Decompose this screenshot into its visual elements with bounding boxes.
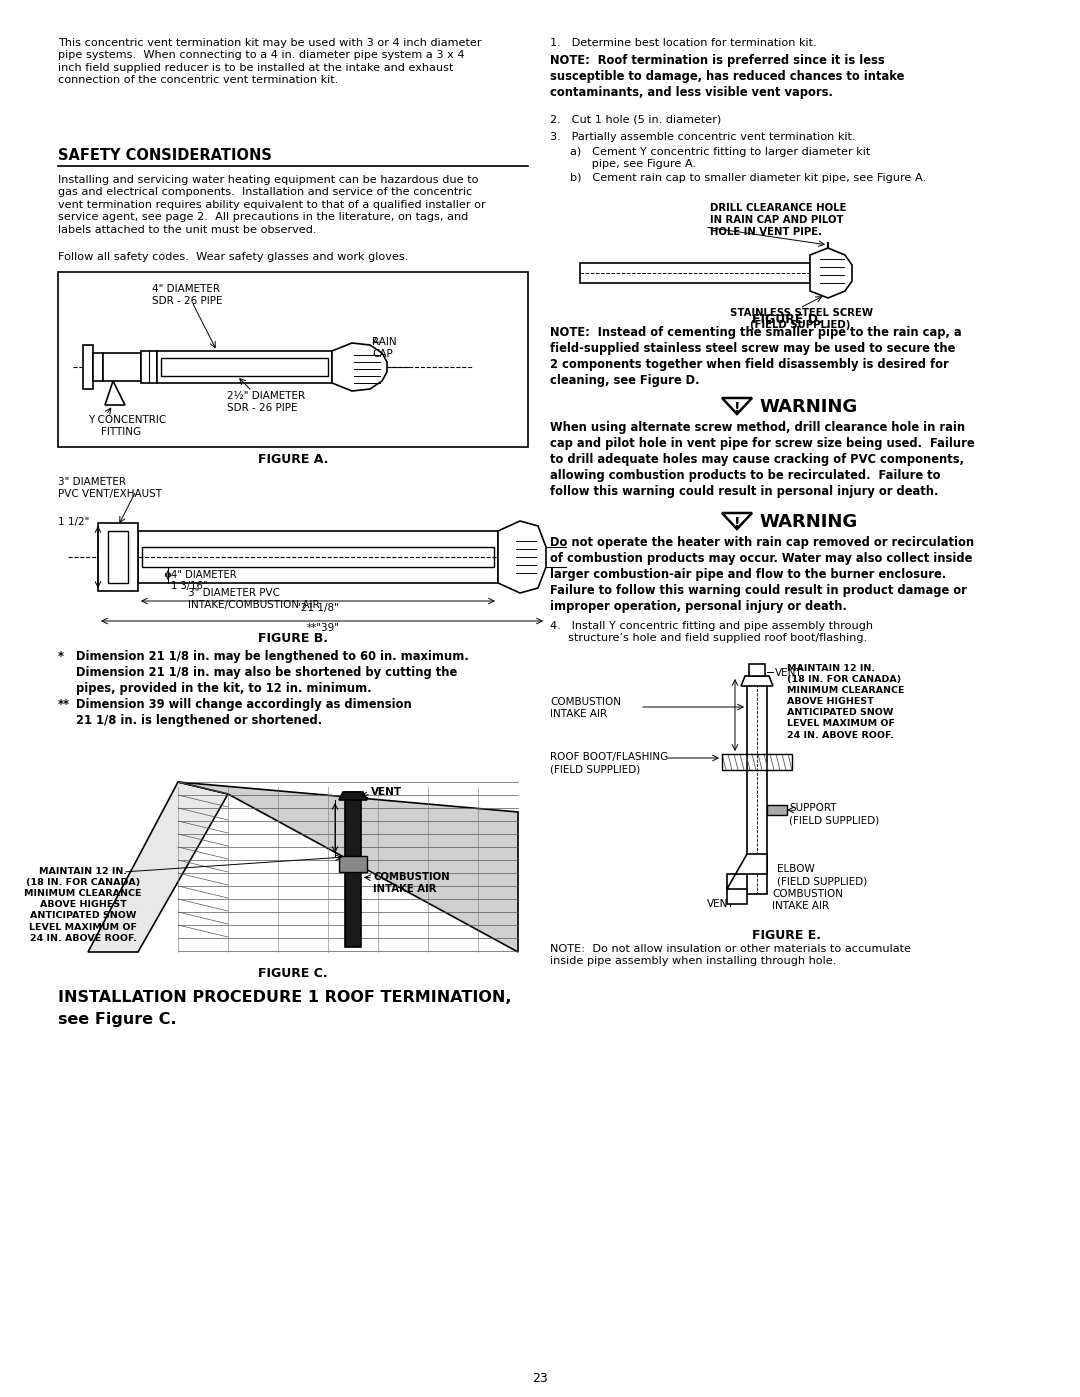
Text: 1 3/16": 1 3/16" — [171, 581, 207, 591]
Bar — [580, 263, 810, 284]
Text: HOLE IN VENT PIPE.: HOLE IN VENT PIPE. — [710, 226, 822, 237]
Text: 3.   Partially assemble concentric vent termination kit.: 3. Partially assemble concentric vent te… — [550, 131, 855, 142]
Text: WARNING: WARNING — [759, 513, 858, 531]
Text: FIGURE C.: FIGURE C. — [258, 967, 328, 981]
Polygon shape — [727, 854, 767, 904]
Text: 3" DIAMETER
PVC VENT/EXHAUST: 3" DIAMETER PVC VENT/EXHAUST — [58, 476, 162, 499]
Bar — [723, 754, 792, 770]
Text: '21 1/8": '21 1/8" — [298, 604, 339, 613]
Text: !: ! — [733, 515, 740, 529]
Bar — [83, 345, 93, 388]
Bar — [141, 548, 494, 567]
Polygon shape — [723, 398, 752, 414]
Bar — [767, 805, 787, 814]
Text: IN RAIN CAP AND PILOT: IN RAIN CAP AND PILOT — [710, 215, 843, 225]
Text: ROOF BOOT/FLASHING
(FIELD SUPPLIED): ROOF BOOT/FLASHING (FIELD SUPPLIED) — [550, 752, 669, 774]
Text: NOTE:  Roof termination is preferred since it is less
susceptible to damage, has: NOTE: Roof termination is preferred sinc… — [550, 54, 904, 99]
Text: NOTE:  Instead of cementing the smaller pipe to the rain cap, a
field-supplied s: NOTE: Instead of cementing the smaller p… — [550, 326, 961, 387]
Text: b)   Cement rain cap to smaller diameter kit pipe, see Figure A.: b) Cement rain cap to smaller diameter k… — [570, 173, 927, 183]
Text: Dimension 21 1/8 in. may be lengthened to 60 in. maximum.
Dimension 21 1/8 in. m: Dimension 21 1/8 in. may be lengthened t… — [76, 650, 469, 694]
Text: (FIELD SUPPLIED): (FIELD SUPPLIED) — [750, 320, 850, 330]
Text: Installing and servicing water heating equipment can be hazardous due to
gas and: Installing and servicing water heating e… — [58, 175, 486, 235]
Polygon shape — [810, 249, 852, 298]
Text: RAIN
CAP: RAIN CAP — [372, 337, 396, 359]
Text: 2.   Cut 1 hole (5 in. diameter): 2. Cut 1 hole (5 in. diameter) — [550, 115, 721, 124]
Text: FIGURE E.: FIGURE E. — [753, 929, 822, 942]
Text: FIGURE A.: FIGURE A. — [258, 453, 328, 467]
Polygon shape — [87, 782, 228, 951]
Text: 2½" DIAMETER
SDR - 26 PIPE: 2½" DIAMETER SDR - 26 PIPE — [227, 391, 306, 414]
Text: *: * — [58, 650, 64, 664]
Text: ELBOW
(FIELD SUPPLIED): ELBOW (FIELD SUPPLIED) — [777, 863, 867, 887]
Polygon shape — [178, 782, 518, 951]
Text: FIGURE B.: FIGURE B. — [258, 631, 328, 645]
Text: 4.   Install Y concentric fitting and pipe assembly through
     structure’s hol: 4. Install Y concentric fitting and pipe… — [550, 622, 873, 644]
Bar — [345, 792, 361, 947]
Bar — [161, 358, 328, 376]
Polygon shape — [723, 513, 752, 529]
Text: VENT: VENT — [775, 668, 802, 678]
Bar — [750, 664, 765, 676]
Polygon shape — [105, 381, 125, 405]
Text: SAFETY CONSIDERATIONS: SAFETY CONSIDERATIONS — [58, 148, 272, 163]
Text: see Figure C.: see Figure C. — [58, 1011, 177, 1027]
Bar — [138, 531, 498, 583]
Polygon shape — [339, 792, 367, 800]
Bar — [93, 353, 103, 381]
Text: WARNING: WARNING — [759, 398, 858, 416]
Text: Y CONCENTRIC
    FITTING: Y CONCENTRIC FITTING — [87, 415, 166, 437]
Text: **: ** — [58, 698, 70, 711]
Text: 23: 23 — [532, 1372, 548, 1384]
Text: SUPPORT
(FIELD SUPPLIED): SUPPORT (FIELD SUPPLIED) — [789, 803, 879, 826]
Text: 1 1/2": 1 1/2" — [58, 517, 90, 527]
Bar — [98, 522, 138, 591]
Text: When using alternate screw method, drill clearance hole in rain
cap and pilot ho: When using alternate screw method, drill… — [550, 420, 974, 497]
Text: 1.   Determine best location for termination kit.: 1. Determine best location for terminati… — [550, 38, 816, 47]
Bar — [108, 531, 129, 583]
Text: VENT: VENT — [707, 900, 734, 909]
Text: **"39": **"39" — [307, 623, 340, 633]
Text: COMBUSTION
INTAKE AIR: COMBUSTION INTAKE AIR — [373, 872, 449, 894]
Bar — [747, 685, 767, 894]
Polygon shape — [332, 344, 387, 391]
Bar — [141, 351, 157, 383]
Text: Do not operate the heater with rain cap removed or recirculation
of combustion p: Do not operate the heater with rain cap … — [550, 536, 974, 613]
Text: COMBUSTION
INTAKE AIR: COMBUSTION INTAKE AIR — [772, 888, 843, 911]
Text: Follow all safety codes.  Wear safety glasses and work gloves.: Follow all safety codes. Wear safety gla… — [58, 251, 408, 263]
Text: NOTE:  Do not allow insulation or other materials to accumulate
inside pipe asse: NOTE: Do not allow insulation or other m… — [550, 944, 912, 967]
Text: 4" DIAMETER
SDR - 26 PIPE: 4" DIAMETER SDR - 26 PIPE — [152, 284, 222, 306]
Text: FIGURE D.: FIGURE D. — [752, 313, 822, 326]
Text: MAINTAIN 12 IN.
(18 IN. FOR CANADA)
MINIMUM CLEARANCE
ABOVE HIGHEST
ANTICIPATED : MAINTAIN 12 IN. (18 IN. FOR CANADA) MINI… — [24, 868, 141, 943]
Bar — [339, 856, 367, 872]
Text: !: ! — [733, 401, 740, 415]
Text: STAINLESS STEEL SCREW: STAINLESS STEEL SCREW — [730, 307, 873, 319]
Text: 3" DIAMETER PVC
INTAKE/COMBUSTION AIR: 3" DIAMETER PVC INTAKE/COMBUSTION AIR — [188, 588, 320, 610]
Text: This concentric vent termination kit may be used with 3 or 4 inch diameter
pipe : This concentric vent termination kit may… — [58, 38, 482, 85]
Text: COMBUSTION
INTAKE AIR: COMBUSTION INTAKE AIR — [550, 697, 621, 719]
Text: MAINTAIN 12 IN.
(18 IN. FOR CANADA)
MINIMUM CLEARANCE
ABOVE HIGHEST
ANTICIPATED : MAINTAIN 12 IN. (18 IN. FOR CANADA) MINI… — [787, 664, 905, 739]
Bar — [103, 353, 141, 381]
Bar — [157, 351, 332, 383]
Polygon shape — [741, 676, 773, 686]
Text: VENT: VENT — [372, 787, 402, 798]
Polygon shape — [498, 521, 546, 592]
Text: a)   Cement Y concentric fitting to larger diameter kit
      pipe, see Figure A: a) Cement Y concentric fitting to larger… — [570, 147, 870, 169]
Text: DRILL CLEARANCE HOLE: DRILL CLEARANCE HOLE — [710, 203, 847, 212]
Text: 4" DIAMETER: 4" DIAMETER — [171, 570, 237, 580]
Text: Dimension 39 will change accordingly as dimension
21 1/8 in. is lengthened or sh: Dimension 39 will change accordingly as … — [76, 698, 411, 726]
Text: INSTALLATION PROCEDURE 1 ROOF TERMINATION,: INSTALLATION PROCEDURE 1 ROOF TERMINATIO… — [58, 990, 512, 1004]
Bar — [58, 272, 528, 447]
